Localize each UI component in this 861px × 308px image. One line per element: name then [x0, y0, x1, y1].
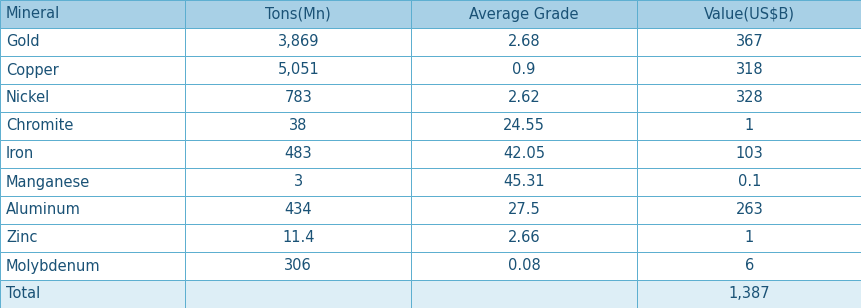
- Text: Average Grade: Average Grade: [468, 6, 579, 22]
- Bar: [411, 224, 636, 252]
- Text: Gold: Gold: [6, 34, 40, 50]
- Text: Value(US$B): Value(US$B): [703, 6, 794, 22]
- Text: Molybdenum: Molybdenum: [6, 258, 101, 274]
- Bar: [411, 196, 636, 224]
- Text: 0.9: 0.9: [511, 63, 536, 78]
- Text: 6: 6: [744, 258, 753, 274]
- Bar: [185, 28, 411, 56]
- Text: Aluminum: Aluminum: [6, 202, 81, 217]
- Bar: [0, 84, 185, 112]
- Text: 45.31: 45.31: [503, 175, 544, 189]
- Bar: [0, 140, 185, 168]
- Bar: [636, 140, 861, 168]
- Text: 783: 783: [284, 91, 312, 106]
- Bar: [411, 84, 636, 112]
- Bar: [185, 252, 411, 280]
- Text: 0.08: 0.08: [507, 258, 540, 274]
- Bar: [636, 0, 861, 28]
- Text: 103: 103: [734, 147, 763, 161]
- Text: Nickel: Nickel: [6, 91, 50, 106]
- Text: 1: 1: [744, 230, 753, 245]
- Bar: [185, 56, 411, 84]
- Bar: [636, 28, 861, 56]
- Bar: [185, 280, 411, 308]
- Text: 328: 328: [734, 91, 763, 106]
- Bar: [185, 140, 411, 168]
- Bar: [185, 84, 411, 112]
- Text: 2.62: 2.62: [507, 91, 540, 106]
- Text: 38: 38: [288, 119, 307, 133]
- Bar: [0, 28, 185, 56]
- Bar: [0, 224, 185, 252]
- Bar: [0, 56, 185, 84]
- Bar: [185, 112, 411, 140]
- Bar: [185, 168, 411, 196]
- Text: Iron: Iron: [6, 147, 34, 161]
- Bar: [411, 140, 636, 168]
- Bar: [0, 196, 185, 224]
- Bar: [636, 280, 861, 308]
- Bar: [411, 56, 636, 84]
- Bar: [185, 224, 411, 252]
- Text: Zinc: Zinc: [6, 230, 38, 245]
- Text: 434: 434: [284, 202, 312, 217]
- Text: 3: 3: [294, 175, 302, 189]
- Bar: [636, 252, 861, 280]
- Bar: [185, 0, 411, 28]
- Text: 2.66: 2.66: [507, 230, 540, 245]
- Text: 306: 306: [284, 258, 312, 274]
- Text: 42.05: 42.05: [503, 147, 544, 161]
- Text: 24.55: 24.55: [503, 119, 544, 133]
- Bar: [636, 224, 861, 252]
- Text: 367: 367: [734, 34, 763, 50]
- Bar: [411, 252, 636, 280]
- Text: 263: 263: [734, 202, 763, 217]
- Bar: [185, 196, 411, 224]
- Bar: [0, 0, 185, 28]
- Text: Chromite: Chromite: [6, 119, 73, 133]
- Text: Total: Total: [6, 286, 40, 302]
- Text: 11.4: 11.4: [282, 230, 314, 245]
- Text: 27.5: 27.5: [507, 202, 540, 217]
- Text: Copper: Copper: [6, 63, 59, 78]
- Bar: [0, 168, 185, 196]
- Text: 318: 318: [734, 63, 763, 78]
- Text: Tons(Mn): Tons(Mn): [265, 6, 331, 22]
- Bar: [411, 28, 636, 56]
- Text: Manganese: Manganese: [6, 175, 90, 189]
- Bar: [411, 112, 636, 140]
- Bar: [636, 56, 861, 84]
- Bar: [0, 252, 185, 280]
- Bar: [411, 280, 636, 308]
- Bar: [411, 0, 636, 28]
- Bar: [636, 196, 861, 224]
- Text: 1,387: 1,387: [728, 286, 770, 302]
- Bar: [636, 112, 861, 140]
- Bar: [411, 168, 636, 196]
- Text: Mineral: Mineral: [6, 6, 60, 22]
- Bar: [636, 84, 861, 112]
- Bar: [636, 168, 861, 196]
- Text: 483: 483: [284, 147, 312, 161]
- Text: 5,051: 5,051: [277, 63, 319, 78]
- Bar: [0, 112, 185, 140]
- Text: 0.1: 0.1: [737, 175, 760, 189]
- Text: 2.68: 2.68: [507, 34, 540, 50]
- Text: 1: 1: [744, 119, 753, 133]
- Text: 3,869: 3,869: [277, 34, 319, 50]
- Bar: [0, 280, 185, 308]
